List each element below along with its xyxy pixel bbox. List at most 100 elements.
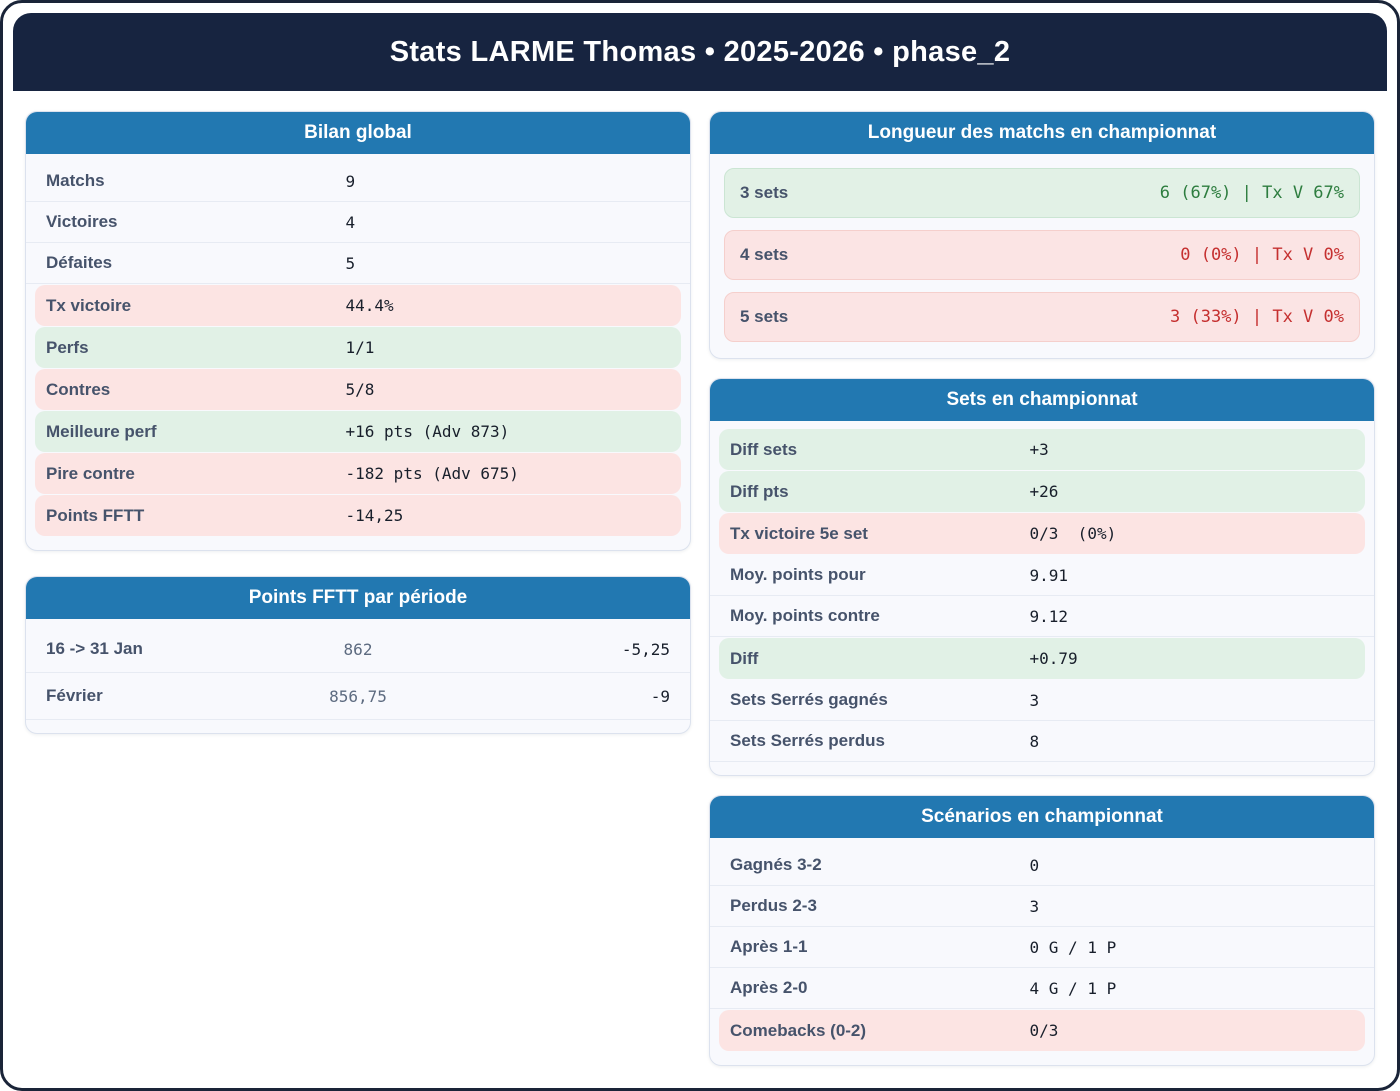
stat-row: Victoires 4 xyxy=(26,202,690,243)
card-bilan-title: Bilan global xyxy=(26,112,690,154)
period-label: 16 -> 31 Jan xyxy=(46,639,143,658)
card-points-periode: Points FFTT par période 16 -> 31 Jan 862… xyxy=(25,576,691,734)
stat-value: 0/3 (0%) xyxy=(1029,524,1117,543)
stat-label: Perfs xyxy=(46,337,89,357)
stat-label: Tx victoire 5e set xyxy=(730,523,868,543)
stat-row: Comebacks (0-2) 0/3 xyxy=(719,1010,1365,1051)
stat-row: Tx victoire 5e set 0/3 (0%) xyxy=(719,513,1365,554)
match-length-value: 6 (67%) | Tx V 67% xyxy=(1159,183,1344,203)
stat-row: Diff +0.79 xyxy=(719,638,1365,679)
match-length-value: 0 (0%) | Tx V 0% xyxy=(1180,245,1344,265)
period-label: Février xyxy=(46,686,103,705)
stat-label: Moy. points pour xyxy=(730,565,866,584)
card-sets-body: Diff sets +3 Diff pts +26 Tx victoire 5e… xyxy=(710,421,1374,775)
period-delta-value: -5,25 xyxy=(621,639,670,659)
stat-row: Sets Serrés gagnés 3 xyxy=(710,680,1374,721)
stat-label: Après 1-1 xyxy=(730,937,808,956)
stat-row: Points FFTT -14,25 xyxy=(35,495,681,536)
stat-row: Contres 5/8 xyxy=(35,369,681,410)
stat-value: 0 xyxy=(1029,855,1040,875)
stat-row: Perdus 2-3 3 xyxy=(710,886,1374,927)
period-points-value: 856,75 xyxy=(329,686,387,706)
stat-value: +0.79 xyxy=(1029,649,1078,668)
stat-label: Perdus 2-3 xyxy=(730,896,817,915)
stat-row: Tx victoire 44.4% xyxy=(35,285,681,326)
match-length-label: 5 sets xyxy=(740,307,789,326)
stat-value: 9 xyxy=(345,171,356,191)
left-column: Bilan global Matchs 9 Victoires 4 Défait… xyxy=(25,111,691,734)
card-sets-title: Sets en championnat xyxy=(710,379,1374,421)
stat-value: 8 xyxy=(1029,731,1040,751)
stat-value: 0 G / 1 P xyxy=(1029,937,1117,957)
card-bilan-global: Bilan global Matchs 9 Victoires 4 Défait… xyxy=(25,111,691,551)
stat-value: 1/1 xyxy=(345,338,375,357)
stat-label: Meilleure perf xyxy=(46,421,157,441)
stat-row: Défaites 5 xyxy=(26,243,690,284)
stat-label: Matchs xyxy=(46,171,105,190)
stat-value: 9.12 xyxy=(1029,606,1069,626)
card-scenarios-body: Gagnés 3-2 0 Perdus 2-3 3 Après 1-1 0 G … xyxy=(710,838,1374,1065)
match-length-row: 3 sets 6 (67%) | Tx V 67% xyxy=(724,168,1360,218)
match-length-label: 3 sets xyxy=(740,183,789,202)
stat-row: Après 2-0 4 G / 1 P xyxy=(710,968,1374,1009)
stat-label: Diff sets xyxy=(730,439,798,459)
stat-label: Moy. points contre xyxy=(730,606,880,625)
stat-label: Tx victoire xyxy=(46,295,132,315)
match-length-row: 4 sets 0 (0%) | Tx V 0% xyxy=(724,230,1360,280)
stat-value: 5/8 xyxy=(345,380,375,399)
stat-row: Moy. points contre 9.12 xyxy=(710,596,1374,637)
stat-label: Victoires xyxy=(46,212,118,231)
stat-value: 5 xyxy=(345,253,356,273)
card-sets-championnat: Sets en championnat Diff sets +3 Diff pt… xyxy=(709,378,1375,776)
card-points-periode-title: Points FFTT par période xyxy=(26,577,690,619)
match-length-value: 3 (33%) | Tx V 0% xyxy=(1170,307,1344,327)
stat-row: Diff sets +3 xyxy=(719,429,1365,470)
stat-row: Gagnés 3-2 0 xyxy=(710,845,1374,886)
stat-row: Sets Serrés perdus 8 xyxy=(710,721,1374,762)
stat-value: -14,25 xyxy=(345,506,404,525)
stat-value: 0/3 xyxy=(1029,1021,1059,1040)
main-content: Bilan global Matchs 9 Victoires 4 Défait… xyxy=(13,91,1387,1066)
stat-label: Sets Serrés perdus xyxy=(730,731,885,750)
stat-value: +16 pts (Adv 873) xyxy=(345,422,510,441)
stat-label: Diff pts xyxy=(730,481,789,501)
right-column: Longueur des matchs en championnat 3 set… xyxy=(709,111,1375,1066)
stat-value: -182 pts (Adv 675) xyxy=(345,464,519,483)
stat-label: Points FFTT xyxy=(46,505,145,525)
stat-label: Comebacks (0-2) xyxy=(730,1020,867,1040)
stat-value: 44.4% xyxy=(345,296,394,315)
card-scenarios-title: Scénarios en championnat xyxy=(710,796,1374,838)
period-row: Février 856,75 -9 xyxy=(26,673,690,720)
card-bilan-body: Matchs 9 Victoires 4 Défaites 5 Tx victo… xyxy=(26,154,690,550)
stat-label: Défaites xyxy=(46,253,113,272)
card-longueur-body: 3 sets 6 (67%) | Tx V 67% 4 sets 0 (0%) … xyxy=(710,154,1374,358)
card-longueur-title: Longueur des matchs en championnat xyxy=(710,112,1374,154)
period-delta-value: -9 xyxy=(650,686,670,706)
app-header: Stats LARME Thomas • 2025-2026 • phase_2 xyxy=(13,13,1387,91)
stat-label: Gagnés 3-2 xyxy=(730,855,822,874)
stat-label: Contres xyxy=(46,379,111,399)
stat-label: Diff xyxy=(730,648,759,668)
stat-value: 3 xyxy=(1029,690,1040,710)
stat-row: Pire contre -182 pts (Adv 675) xyxy=(35,453,681,494)
stat-row: Matchs 9 xyxy=(26,161,690,202)
period-row: 16 -> 31 Jan 862 -5,25 xyxy=(26,626,690,673)
page-title: Stats LARME Thomas • 2025-2026 • phase_2 xyxy=(389,35,1011,68)
stat-label: Après 2-0 xyxy=(730,978,808,997)
card-longueur-matchs: Longueur des matchs en championnat 3 set… xyxy=(709,111,1375,359)
stat-row: Moy. points pour 9.91 xyxy=(710,555,1374,596)
period-points-value: 862 xyxy=(343,639,373,659)
match-length-label: 4 sets xyxy=(740,245,789,264)
stat-row: Meilleure perf +16 pts (Adv 873) xyxy=(35,411,681,452)
stat-value: +3 xyxy=(1029,440,1049,459)
stat-value: 9.91 xyxy=(1029,565,1069,585)
stat-value: +26 xyxy=(1029,482,1059,501)
card-points-periode-body: 16 -> 31 Jan 862 -5,25 Février 856,75 -9 xyxy=(26,619,690,733)
stat-label: Sets Serrés gagnés xyxy=(730,690,888,709)
card-scenarios-championnat: Scénarios en championnat Gagnés 3-2 0 Pe… xyxy=(709,795,1375,1066)
stat-row: Perfs 1/1 xyxy=(35,327,681,368)
stat-label: Pire contre xyxy=(46,463,135,483)
stat-value: 3 xyxy=(1029,896,1040,916)
stat-value: 4 G / 1 P xyxy=(1029,978,1117,998)
